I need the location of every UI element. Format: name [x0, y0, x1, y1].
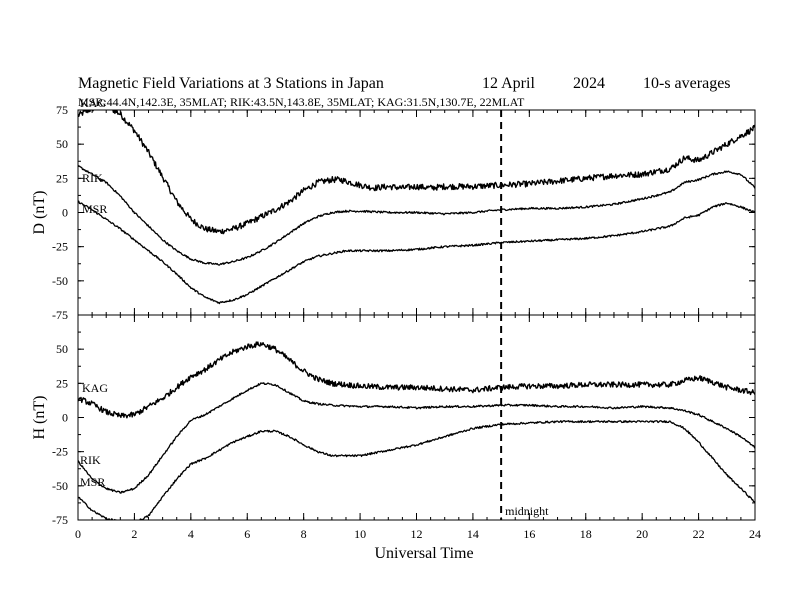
y-tick-label: -75 — [52, 513, 68, 527]
x-tick-label: 20 — [636, 527, 648, 541]
x-tick-label: 16 — [523, 527, 535, 541]
y-tick-label: -75 — [52, 308, 68, 322]
x-tick-label: 14 — [467, 527, 479, 541]
series-label-d-msr: MSR — [82, 202, 107, 216]
x-tick-label: 10 — [354, 527, 366, 541]
series-h-kag — [78, 341, 755, 419]
series-d-msr — [78, 200, 755, 305]
x-tick-label: 6 — [244, 527, 250, 541]
x-tick-label: 24 — [749, 527, 761, 541]
chart-year: 2024 — [573, 75, 605, 92]
y-tick-label: -25 — [52, 240, 68, 254]
y-tick-label: 25 — [56, 171, 68, 185]
series-h-msr — [78, 420, 755, 520]
chart-resolution: 10-s averages — [643, 75, 731, 92]
x-tick-label: 0 — [75, 527, 81, 541]
chart-date: 12 April — [482, 75, 535, 92]
series-label-h-kag: KAG — [82, 381, 108, 395]
y-tick-label: -25 — [52, 445, 68, 459]
y-tick-label: 25 — [56, 376, 68, 390]
x-tick-label: 18 — [580, 527, 592, 541]
series-label-d-rik: RIK — [82, 171, 103, 185]
x-tick-label: 12 — [411, 527, 423, 541]
series-label-h-msr: MSR — [80, 475, 105, 489]
d-axis-label: D (nT) — [31, 191, 48, 235]
stations-line: MSR:44.4N,142.3E, 35MLAT; RIK:43.5N,143.… — [78, 95, 525, 109]
series-d-kag — [78, 110, 755, 235]
series-h-rik — [78, 382, 755, 494]
midnight-label: midnight — [505, 504, 549, 518]
y-tick-label: -50 — [52, 479, 68, 493]
series-d-rik — [78, 164, 755, 266]
x-tick-label: 2 — [131, 527, 137, 541]
y-tick-label: 50 — [56, 342, 68, 356]
x-axis-label: Universal Time — [374, 545, 473, 562]
panel-frame — [77, 314, 756, 521]
y-tick-label: 0 — [62, 411, 68, 425]
d-panel: 75 50 25 0 -25 -50 -75 KAG RIK MSR — [52, 96, 756, 322]
x-tick-label: 8 — [301, 527, 307, 541]
y-tick-label: 0 — [62, 206, 68, 220]
y-tick-label: 50 — [56, 137, 68, 151]
x-tick-label: 4 — [188, 527, 194, 541]
series-label-d-kag: KAG — [80, 96, 106, 110]
chart-title: Magnetic Field Variations at 3 Stations … — [78, 75, 384, 92]
h-axis-label: H (nT) — [31, 396, 48, 440]
y-tick-label: -50 — [52, 274, 68, 288]
series-label-h-rik: RIK — [80, 453, 101, 467]
y-tick-label: 75 — [56, 103, 68, 117]
x-tick-label: 22 — [693, 527, 705, 541]
